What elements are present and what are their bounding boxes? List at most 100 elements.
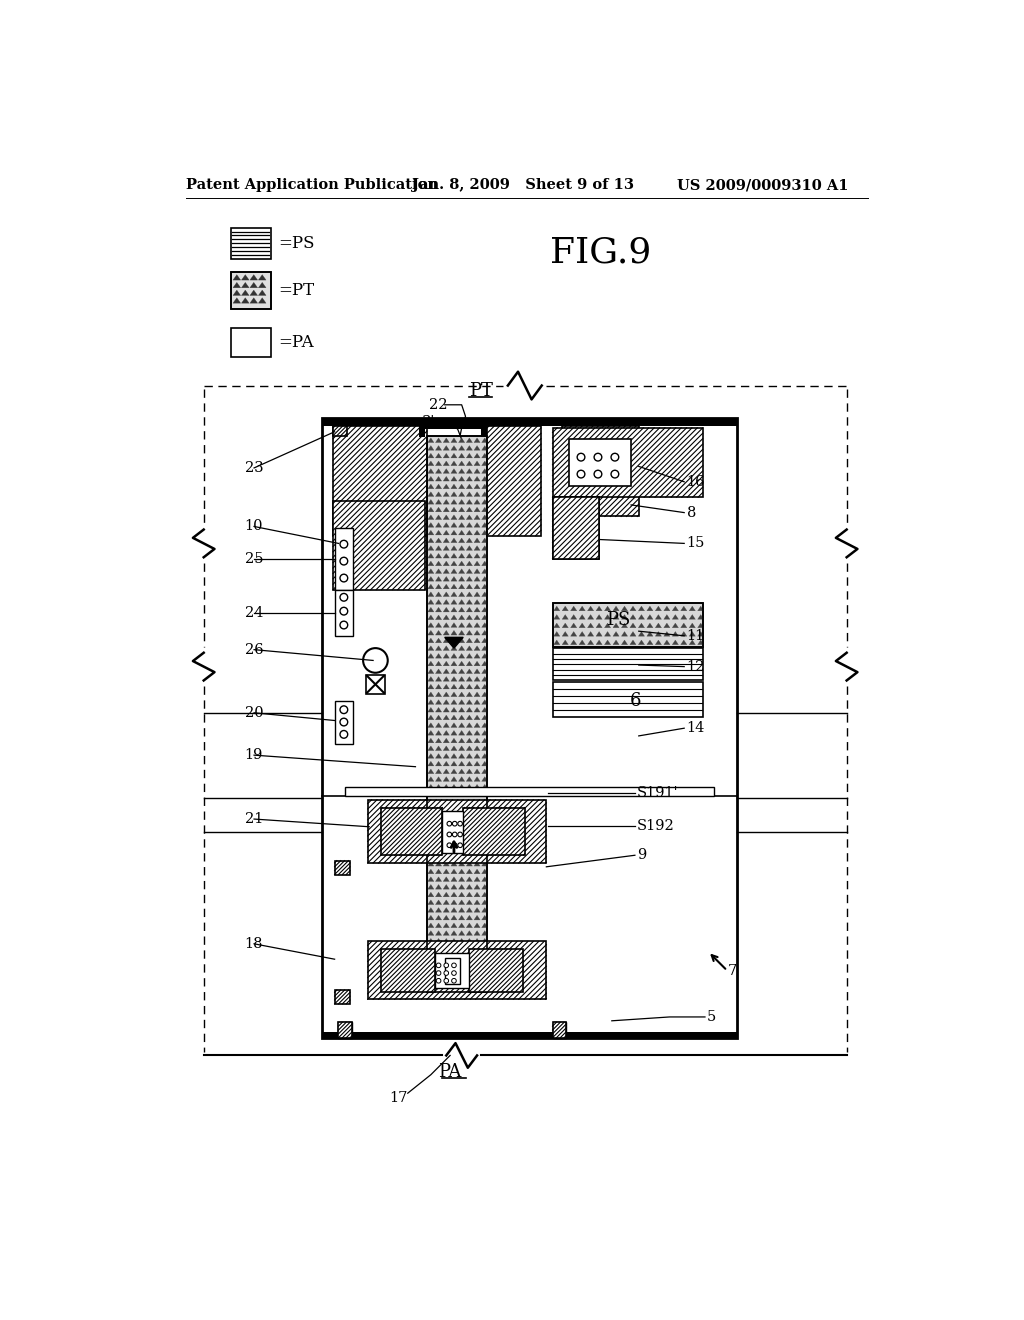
Polygon shape <box>466 808 472 812</box>
Polygon shape <box>466 830 472 836</box>
Polygon shape <box>443 946 450 950</box>
Polygon shape <box>481 770 487 774</box>
Polygon shape <box>233 275 241 280</box>
Polygon shape <box>428 631 434 635</box>
Polygon shape <box>459 569 465 573</box>
Polygon shape <box>466 523 472 527</box>
Polygon shape <box>466 531 472 535</box>
Polygon shape <box>459 539 465 543</box>
Text: 6: 6 <box>630 692 641 710</box>
Polygon shape <box>435 762 441 766</box>
Circle shape <box>444 964 449 968</box>
Polygon shape <box>613 615 620 619</box>
Polygon shape <box>428 461 434 466</box>
Bar <box>463 808 524 855</box>
Bar <box>553 682 702 717</box>
Bar <box>419 422 487 429</box>
Polygon shape <box>466 692 472 697</box>
Polygon shape <box>474 623 480 627</box>
Circle shape <box>340 730 348 738</box>
Polygon shape <box>451 715 457 719</box>
Polygon shape <box>672 615 679 619</box>
Polygon shape <box>466 577 472 581</box>
Bar <box>230 272 270 309</box>
Polygon shape <box>655 606 662 611</box>
Polygon shape <box>481 830 487 836</box>
Polygon shape <box>466 677 472 681</box>
Polygon shape <box>481 499 487 504</box>
Polygon shape <box>459 523 465 527</box>
Polygon shape <box>664 640 670 644</box>
Polygon shape <box>459 531 465 535</box>
Circle shape <box>436 978 441 983</box>
Polygon shape <box>451 545 457 550</box>
Bar <box>322 418 737 425</box>
Polygon shape <box>451 539 457 543</box>
Polygon shape <box>435 822 441 828</box>
Polygon shape <box>459 762 465 766</box>
Polygon shape <box>435 569 441 573</box>
Polygon shape <box>459 599 465 605</box>
Circle shape <box>578 453 585 461</box>
Polygon shape <box>481 838 487 843</box>
Polygon shape <box>459 862 465 866</box>
Polygon shape <box>459 607 465 612</box>
Polygon shape <box>466 969 472 974</box>
Polygon shape <box>474 645 480 651</box>
Polygon shape <box>428 915 434 920</box>
Polygon shape <box>443 623 450 627</box>
Polygon shape <box>481 469 487 474</box>
Polygon shape <box>474 692 480 697</box>
Polygon shape <box>443 661 450 665</box>
Polygon shape <box>588 615 594 619</box>
Polygon shape <box>428 531 434 535</box>
Polygon shape <box>622 606 628 611</box>
Polygon shape <box>451 946 457 950</box>
Polygon shape <box>459 684 465 689</box>
Polygon shape <box>428 638 434 643</box>
Polygon shape <box>588 623 594 628</box>
Polygon shape <box>481 653 487 659</box>
Polygon shape <box>474 723 480 727</box>
Polygon shape <box>443 569 450 573</box>
Polygon shape <box>443 931 450 936</box>
Polygon shape <box>580 615 586 619</box>
Polygon shape <box>466 461 472 466</box>
Polygon shape <box>481 599 487 605</box>
Polygon shape <box>443 816 450 820</box>
Polygon shape <box>428 446 434 450</box>
Polygon shape <box>435 723 441 727</box>
Polygon shape <box>459 438 465 442</box>
Polygon shape <box>435 784 441 789</box>
Polygon shape <box>443 762 450 766</box>
Polygon shape <box>466 700 472 705</box>
Polygon shape <box>638 606 644 611</box>
Polygon shape <box>474 946 480 950</box>
Polygon shape <box>428 892 434 896</box>
Polygon shape <box>459 553 465 558</box>
Polygon shape <box>428 862 434 866</box>
Polygon shape <box>466 446 472 450</box>
Circle shape <box>340 540 348 548</box>
Polygon shape <box>435 684 441 689</box>
Polygon shape <box>443 808 450 812</box>
Polygon shape <box>435 469 441 474</box>
Polygon shape <box>443 969 450 974</box>
Polygon shape <box>451 469 457 474</box>
Polygon shape <box>466 730 472 735</box>
Bar <box>230 327 270 358</box>
Polygon shape <box>481 792 487 797</box>
Polygon shape <box>451 915 457 920</box>
Polygon shape <box>481 638 487 643</box>
Circle shape <box>340 594 348 601</box>
Polygon shape <box>459 900 465 904</box>
Polygon shape <box>459 931 465 936</box>
Polygon shape <box>466 838 472 843</box>
Polygon shape <box>459 638 465 643</box>
Polygon shape <box>443 723 450 727</box>
Polygon shape <box>459 939 465 942</box>
Text: 11: 11 <box>686 628 705 643</box>
Polygon shape <box>474 923 480 928</box>
Polygon shape <box>481 969 487 974</box>
Polygon shape <box>451 969 457 974</box>
